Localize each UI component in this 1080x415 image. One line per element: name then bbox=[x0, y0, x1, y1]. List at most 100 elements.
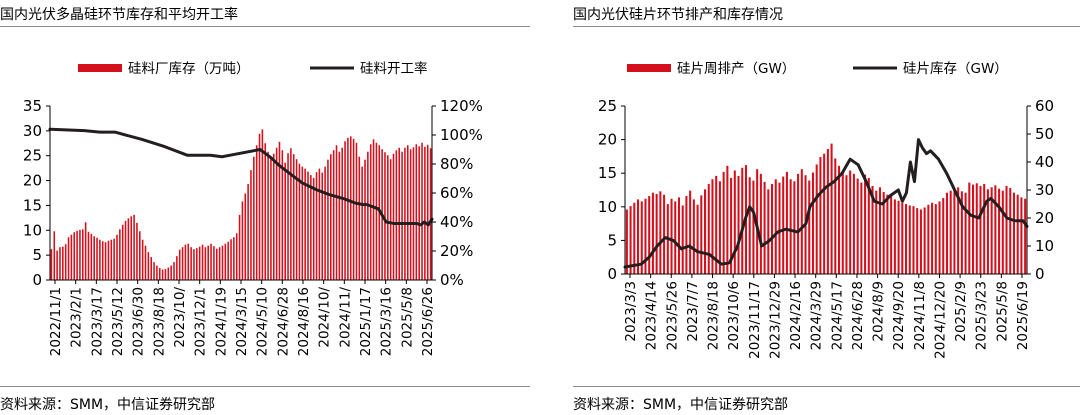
bar bbox=[942, 198, 945, 274]
x-tick-label: 2023/10/ bbox=[172, 287, 188, 348]
bar bbox=[113, 238, 115, 280]
bar bbox=[401, 151, 403, 280]
bar bbox=[945, 192, 948, 274]
bar bbox=[327, 159, 329, 280]
bar bbox=[56, 250, 58, 280]
bar bbox=[253, 156, 255, 280]
bar bbox=[84, 222, 87, 280]
bar bbox=[270, 159, 272, 280]
bar bbox=[763, 181, 766, 274]
chart-title: 国内光伏硅片环节排产和库存情况 bbox=[573, 7, 783, 23]
bar bbox=[923, 207, 926, 274]
x-tick-label: 2023/8/18 bbox=[706, 281, 722, 350]
bar bbox=[233, 237, 235, 280]
bar bbox=[284, 162, 286, 280]
bar bbox=[908, 205, 911, 274]
bar bbox=[87, 231, 90, 280]
bar bbox=[960, 191, 963, 274]
bar bbox=[267, 151, 269, 280]
bar bbox=[150, 257, 152, 280]
bar bbox=[629, 206, 632, 274]
bar bbox=[387, 155, 389, 280]
y-right-tick-label: 100% bbox=[440, 126, 483, 144]
y-right-tick-label: 20% bbox=[440, 242, 473, 260]
x-tick-label: 2024/11/8 bbox=[912, 281, 928, 350]
x-tick-label: 2023/6/30 bbox=[131, 287, 147, 356]
bar bbox=[867, 177, 870, 274]
bar bbox=[972, 184, 975, 274]
bar bbox=[737, 175, 740, 274]
bar bbox=[90, 233, 93, 280]
bar bbox=[838, 165, 841, 274]
bar bbox=[53, 231, 56, 280]
bar bbox=[330, 154, 332, 280]
bar bbox=[983, 183, 986, 274]
bar bbox=[893, 199, 896, 274]
bar bbox=[793, 181, 796, 274]
bar bbox=[318, 168, 321, 280]
bar bbox=[64, 244, 67, 280]
source-divider bbox=[0, 386, 530, 387]
bar bbox=[275, 147, 278, 280]
bar bbox=[938, 201, 941, 274]
bar bbox=[849, 170, 852, 274]
legend-bar-swatch bbox=[78, 64, 122, 72]
bar bbox=[261, 129, 264, 280]
bar bbox=[681, 205, 684, 274]
chart-source: 资料来源：SMM，中信证券研究部 bbox=[573, 397, 789, 413]
bar bbox=[1005, 185, 1008, 274]
bar bbox=[1016, 194, 1019, 274]
x-tick-label: 2023/4/14 bbox=[644, 281, 660, 350]
bar bbox=[352, 138, 355, 280]
bar bbox=[785, 171, 788, 274]
bar bbox=[767, 189, 770, 274]
x-tick-label: 2024/11/ bbox=[337, 287, 353, 348]
x-tick-label: 2025/5/8 bbox=[399, 287, 415, 348]
bar bbox=[834, 158, 837, 274]
source-divider bbox=[573, 386, 1080, 387]
bar bbox=[741, 167, 744, 274]
wafer-chart: 硅片周排产（GW） 硅片库存（GW） 0 5 10 15 20 25 0 10 20 30 40 50 60… bbox=[598, 61, 1054, 359]
bar bbox=[147, 252, 150, 280]
bar bbox=[752, 180, 755, 274]
bar bbox=[819, 157, 822, 274]
bar bbox=[201, 244, 204, 280]
bar bbox=[789, 179, 792, 274]
y-left-tick-label: 25 bbox=[23, 147, 42, 165]
bar bbox=[901, 202, 904, 274]
bar bbox=[964, 192, 967, 274]
x-tick-label: 2024/12/20 bbox=[933, 281, 949, 359]
bar bbox=[811, 172, 814, 274]
bar bbox=[210, 243, 212, 280]
y-left-tick-label: 30 bbox=[23, 122, 42, 140]
bar bbox=[953, 189, 956, 274]
bar bbox=[882, 192, 885, 274]
bar bbox=[59, 247, 61, 280]
y-left-tick-label: 15 bbox=[598, 164, 617, 182]
bar bbox=[324, 166, 326, 280]
bar bbox=[315, 172, 318, 280]
y-right-tick-label: 80% bbox=[440, 155, 473, 173]
y-left-tick-label: 5 bbox=[32, 246, 42, 264]
y-right-tick-label: 40 bbox=[1035, 153, 1054, 171]
bar bbox=[50, 249, 53, 280]
bar bbox=[158, 268, 161, 280]
bar bbox=[704, 189, 707, 274]
x-tick-label: 2025/3/16 bbox=[379, 287, 395, 356]
bar bbox=[310, 175, 312, 280]
y-right-tick-label: 120% bbox=[440, 97, 483, 115]
bar bbox=[689, 190, 692, 274]
bar bbox=[841, 171, 844, 274]
bar bbox=[426, 144, 429, 280]
bar bbox=[778, 182, 781, 274]
bar bbox=[344, 141, 346, 280]
bar bbox=[321, 172, 324, 280]
bar bbox=[99, 239, 101, 280]
y-right-tick-label: 30 bbox=[1035, 181, 1054, 199]
bar bbox=[774, 179, 777, 274]
bar bbox=[307, 171, 309, 280]
bar bbox=[198, 246, 201, 280]
x-tick-label: 2024/10/ bbox=[317, 287, 333, 348]
bar bbox=[238, 214, 241, 280]
bar bbox=[957, 187, 960, 274]
